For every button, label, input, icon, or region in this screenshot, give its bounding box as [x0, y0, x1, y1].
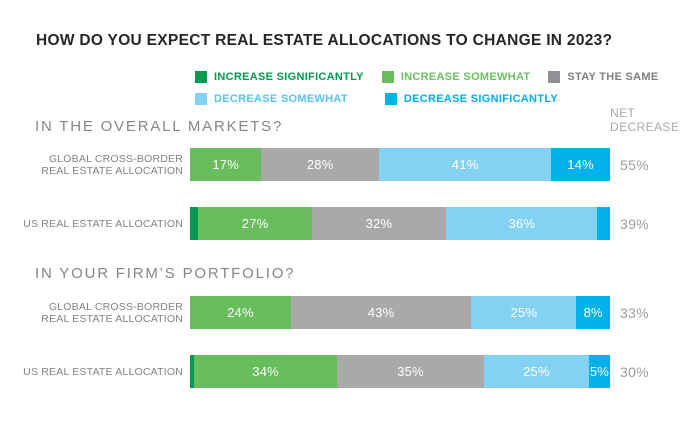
- legend-item-increase-significantly: INCREASE SIGNIFICANTLY: [195, 71, 364, 83]
- bar-segment-decrease-somewhat: 41%: [378, 148, 552, 181]
- legend-item-increase-somewhat: INCREASE SOMEWHAT: [381, 71, 531, 83]
- segment-value-label: 34%: [252, 364, 279, 379]
- segment-value-label: 41%: [451, 157, 479, 172]
- legend-item-decrease-somewhat: DECREASE SOMEWHAT: [195, 93, 348, 105]
- segment-value-label: 25%: [523, 364, 550, 379]
- increase-somewhat-swatch-icon: [381, 71, 394, 83]
- bar-segment-decrease-somewhat: 25%: [483, 355, 589, 388]
- row-label: US REAL ESTATE ALLOCATION: [23, 365, 183, 378]
- segment-value-label: 36%: [508, 216, 536, 231]
- bar-segment-decrease-significantly: 5%: [588, 355, 610, 388]
- legend-label: INCREASE SIGNIFICANTLY: [214, 71, 364, 83]
- segment-value-label: 14%: [567, 157, 594, 172]
- bar-segment-decrease-significantly: 8%: [576, 296, 610, 329]
- stacked-bar: 34% 35% 25% 5%: [190, 355, 610, 388]
- legend-row: INCREASE SIGNIFICANTLY INCREASE SOMEWHAT S…: [195, 70, 659, 84]
- segment-value-label: 27%: [241, 216, 269, 231]
- increase-significantly-swatch-icon: [195, 71, 207, 83]
- bar-segment-stay-the-same: 28%: [261, 148, 379, 181]
- bar-segment-decrease-significantly: [597, 207, 610, 240]
- section-header-in-the-overall-markets: IN THE OVERALL MARKETS?: [35, 118, 284, 135]
- legend-label: DECREASE SIGNIFICANTLY: [403, 93, 558, 105]
- stacked-bar: 17% 28% 41% 14%: [190, 148, 610, 181]
- decrease-significantly-swatch-icon: [384, 93, 397, 105]
- stacked-bar: 24% 43% 25% 8%: [190, 296, 610, 329]
- segment-value-label: 35%: [397, 364, 424, 379]
- row-label: GLOBAL CROSS-BORDER REAL ESTATE ALLOCATIO…: [41, 300, 183, 325]
- chart-title: HOW DO YOU EXPECT REAL ESTATE ALLOCATION…: [36, 32, 613, 49]
- segment-value-label: 8%: [583, 305, 603, 320]
- bar-segment-increase-somewhat: 27%: [198, 207, 312, 240]
- bar-segment-increase-somewhat: 24%: [190, 296, 291, 329]
- segment-value-label: 24%: [227, 305, 254, 320]
- row-label: GLOBAL CROSS-BORDER REAL ESTATE ALLOCATIO…: [41, 152, 183, 177]
- bar-segment-decrease-significantly: 14%: [551, 148, 610, 181]
- legend-label: DECREASE SOMEWHAT: [214, 93, 348, 105]
- net-decrease-value: 39%: [620, 215, 649, 232]
- stacked-bar: 27% 32% 36%: [190, 207, 610, 240]
- segment-value-label: 32%: [365, 216, 393, 231]
- net-decrease-value: 30%: [620, 363, 649, 380]
- row-label: US REAL ESTATE ALLOCATION: [23, 217, 183, 230]
- bar-segment-decrease-somewhat: 36%: [446, 207, 598, 240]
- net-decrease-column-header: NET DECREASE: [610, 106, 680, 134]
- bar-segment-increase-significantly: [190, 207, 199, 240]
- segment-value-label: 25%: [510, 305, 538, 320]
- legend-row: DECREASE SOMEWHAT DECREASE SIGNIFICANTLY: [195, 92, 659, 106]
- bar-segment-stay-the-same: 35%: [336, 355, 484, 388]
- legend: INCREASE SIGNIFICANTLY INCREASE SOMEWHAT S…: [195, 70, 659, 114]
- stay-the-same-swatch-icon: [548, 71, 561, 83]
- bar-segment-increase-somewhat: 34%: [194, 355, 337, 388]
- segment-value-label: 28%: [306, 157, 334, 172]
- bar-segment-stay-the-same: 43%: [290, 296, 472, 329]
- legend-label: INCREASE SOMEWHAT: [400, 71, 531, 83]
- segment-value-label: 5%: [589, 364, 610, 379]
- decrease-somewhat-swatch-icon: [195, 93, 207, 105]
- legend-item-stay-the-same: STAY THE SAME: [548, 71, 658, 83]
- legend-item-decrease-significantly: DECREASE SIGNIFICANTLY: [384, 93, 558, 105]
- net-decrease-value: 55%: [620, 156, 649, 173]
- legend-label: STAY THE SAME: [567, 71, 659, 83]
- bar-segment-increase-significantly: [190, 355, 195, 388]
- section-header-in-your-firm-s-portfolio: IN YOUR FIRM’S PORTFOLIO?: [35, 265, 296, 282]
- net-decrease-value: 33%: [620, 304, 649, 321]
- bar-segment-stay-the-same: 32%: [311, 207, 447, 240]
- segment-value-label: 17%: [212, 157, 239, 172]
- segment-value-label: 43%: [367, 305, 395, 320]
- bar-segment-increase-somewhat: 17%: [190, 148, 262, 181]
- bar-segment-decrease-somewhat: 25%: [471, 296, 577, 329]
